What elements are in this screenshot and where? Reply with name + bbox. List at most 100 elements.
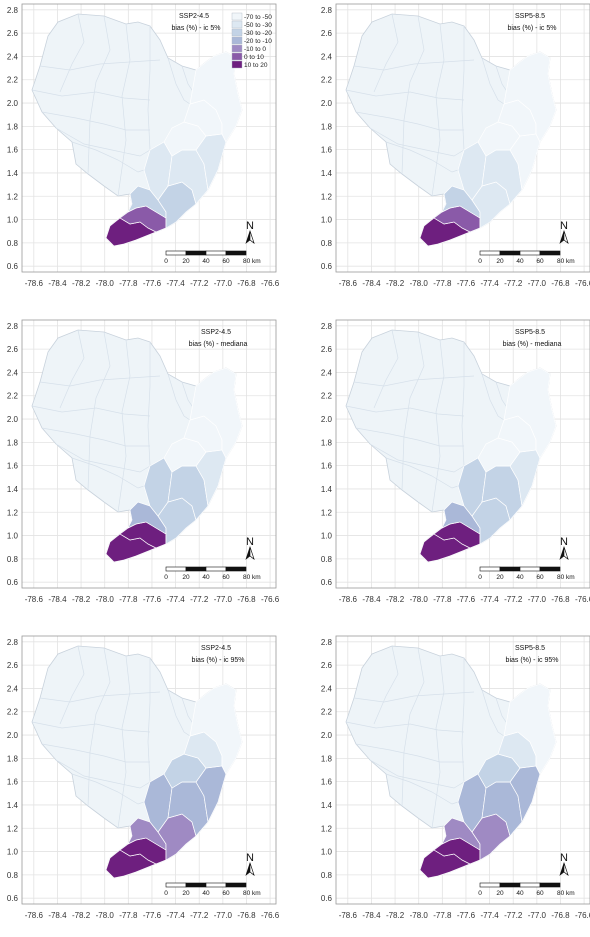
scalebar-segment bbox=[165, 882, 187, 888]
y-tick-label: 1.4 bbox=[7, 485, 19, 494]
subbasin-boundary bbox=[369, 443, 465, 473]
plot-frame bbox=[335, 319, 590, 589]
scalebar-segment bbox=[519, 566, 541, 572]
scalebar-label: 20 bbox=[496, 890, 504, 897]
scalebar-label: 40 bbox=[516, 890, 524, 897]
y-tick-label: 2.0 bbox=[7, 415, 19, 424]
y-tick-label: 2.4 bbox=[7, 52, 19, 61]
scalebar-segment bbox=[225, 250, 247, 256]
subbasin-boundary bbox=[431, 339, 445, 513]
x-tick-label: -77.8 bbox=[433, 911, 452, 920]
panel-title: SSP5-8.5 bbox=[515, 329, 545, 336]
subbasin-boundary bbox=[87, 15, 111, 175]
north-arrow-label: N bbox=[560, 220, 568, 232]
y-tick-label: 1.4 bbox=[321, 485, 333, 494]
x-tick-label: -78.0 bbox=[410, 595, 429, 604]
subbasin-boundary bbox=[373, 13, 399, 93]
subbasin-boundary bbox=[431, 23, 445, 197]
scalebar-segment bbox=[539, 566, 561, 572]
scalebar-label: 60 bbox=[536, 890, 544, 897]
legend-swatch bbox=[231, 44, 243, 53]
scalebar-segment bbox=[185, 566, 207, 572]
y-tick-label: 2.0 bbox=[7, 731, 19, 740]
subbasin-boundary bbox=[481, 689, 505, 737]
y-tick-label: 2.6 bbox=[321, 345, 333, 354]
y-tick-label: 1.4 bbox=[7, 801, 19, 810]
x-tick-label: -78.4 bbox=[362, 595, 381, 604]
map-panel: 2.8 2.6 2.4 2.2 2.0 1.8 1.6 1.4 1.2 1.0 0.8 0.6 -78.… bbox=[0, 0, 280, 300]
x-tick-label: -78.4 bbox=[362, 911, 381, 920]
x-tick-label: -76.8 bbox=[551, 911, 570, 920]
x-tick-label: -77.2 bbox=[504, 595, 523, 604]
panel-subtitle: bias (%) - mediana bbox=[189, 341, 248, 348]
x-tick-label: -77.8 bbox=[119, 595, 138, 604]
y-tick-label: 0.8 bbox=[7, 239, 19, 248]
x-tick-label: -78.2 bbox=[72, 595, 91, 604]
scalebar-segment bbox=[479, 566, 501, 572]
scalebar-label: 0 bbox=[478, 574, 482, 581]
north-arrow-half bbox=[563, 862, 569, 876]
y-tick-label: 2.4 bbox=[321, 368, 333, 377]
x-tick-label: -76.8 bbox=[551, 595, 570, 604]
y-tick-label: 2.4 bbox=[321, 52, 333, 61]
x-tick-label: -77.8 bbox=[433, 595, 452, 604]
x-tick-label: -78.4 bbox=[362, 279, 381, 288]
scalebar-segment bbox=[539, 882, 561, 888]
map-svg: 2.8 2.6 2.4 2.2 2.0 1.8 1.6 1.4 1.2 1.0 0.8 0.6 -78.… bbox=[7, 3, 280, 288]
y-tick-label: 0.6 bbox=[321, 578, 333, 587]
subbasin-boundary bbox=[59, 13, 85, 93]
legend-label: 10 to 20 bbox=[244, 62, 268, 69]
y-tick-label: 2.8 bbox=[7, 322, 19, 331]
x-tick-label: -78.2 bbox=[386, 911, 405, 920]
subbasin-boundary bbox=[481, 373, 505, 421]
y-tick-label: 2.8 bbox=[7, 638, 19, 647]
scalebar-label: 80 km bbox=[557, 890, 575, 897]
y-tick-label: 1.4 bbox=[7, 169, 19, 178]
y-tick-label: 0.6 bbox=[321, 894, 333, 903]
y-tick-label: 2.6 bbox=[7, 345, 19, 354]
x-tick-label: -76.6 bbox=[575, 595, 590, 604]
subbasin-boundary bbox=[71, 141, 145, 173]
subbasin-boundary bbox=[55, 127, 151, 157]
subbasin-boundary bbox=[355, 427, 464, 447]
panel-subtitle: bias (%) - ic 5% bbox=[507, 25, 556, 32]
panel-title: SSP2-4.5 bbox=[179, 13, 209, 20]
y-tick-label: 1.8 bbox=[7, 754, 19, 763]
north-arrow-half bbox=[563, 546, 569, 560]
legend-swatch bbox=[231, 60, 243, 69]
y-tick-label: 0.8 bbox=[7, 871, 19, 880]
subbasin-boundary bbox=[39, 375, 161, 387]
y-tick-label: 0.6 bbox=[7, 262, 19, 271]
north-arrow-half bbox=[249, 230, 255, 244]
subbasin-boundary bbox=[373, 645, 399, 725]
subbasin-boundary bbox=[55, 759, 151, 789]
x-tick-label: -78.2 bbox=[72, 911, 91, 920]
map-svg: 2.8 2.6 2.4 2.2 2.0 1.8 1.6 1.4 1.2 1.0 0.8 0.6 -78.… bbox=[321, 3, 590, 288]
scalebar-label: 40 bbox=[202, 258, 210, 265]
north-arrow-half bbox=[563, 230, 569, 244]
scalebar-label: 80 km bbox=[243, 574, 261, 581]
x-tick-label: -76.6 bbox=[261, 911, 280, 920]
y-tick-label: 2.0 bbox=[7, 99, 19, 108]
scalebar-segment bbox=[165, 250, 187, 256]
panel-subtitle: bias (%) - ic 95% bbox=[506, 657, 559, 664]
scalebar-label: 40 bbox=[516, 258, 524, 265]
x-tick-label: -78.0 bbox=[96, 911, 115, 920]
subbasin-boundary bbox=[355, 743, 464, 763]
scalebar-label: 80 km bbox=[243, 890, 261, 897]
subbasin-boundary bbox=[353, 59, 475, 71]
north-arrow-label: N bbox=[246, 852, 254, 864]
subbasin-region bbox=[503, 367, 557, 459]
legend-label: -70 to -50 bbox=[244, 14, 272, 21]
legend-swatch bbox=[231, 36, 243, 45]
x-tick-label: -78.6 bbox=[339, 595, 358, 604]
y-tick-label: 2.6 bbox=[321, 29, 333, 38]
y-tick-label: 2.2 bbox=[321, 392, 333, 401]
subbasin-boundary bbox=[31, 721, 151, 733]
y-tick-label: 1.8 bbox=[321, 122, 333, 131]
plot-frame bbox=[21, 3, 277, 273]
panel-title: SSP2-4.5 bbox=[201, 329, 231, 336]
north-arrow-half bbox=[249, 862, 255, 876]
legend-label: -10 to 0 bbox=[244, 46, 266, 53]
subbasin-region bbox=[441, 185, 481, 219]
